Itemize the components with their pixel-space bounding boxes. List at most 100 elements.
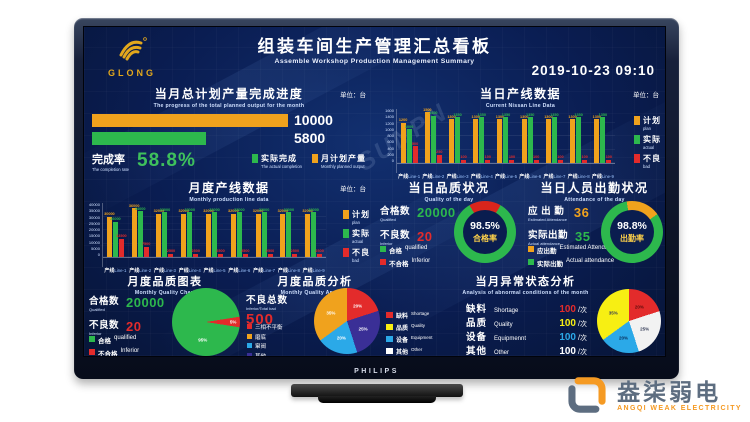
bar-plan: 1300 [593,115,601,163]
bar-group: 1300 1350 100 产线Line-4 [470,109,494,180]
bar-value-label: 32000 [277,209,289,214]
legend-item: 不合格 Inferior [89,348,139,356]
bar-bad: 2500 [167,249,175,257]
bar-bad: 100 [606,155,612,163]
attendance-stats: 应 出 勤 Estimated Attendance 36 实际出勤 Actual at… [528,203,590,251]
bar-actual: 33000 [308,208,319,257]
legend-label: 窜阀 [255,344,267,350]
legend-sublabel: Shortage [411,311,430,316]
bar-bad: 7500 [142,242,150,257]
panel-title: 当月总计划产量完成进度 [154,87,304,101]
progress-legend: 实际完成 The actual completion 月计划产量 Monthly pl… [252,153,366,172]
actual-bar [92,131,206,145]
bar-value-label: 1350 [477,112,486,117]
legend-swatch [247,352,252,356]
panel-title: 当日产线数据 [479,87,561,101]
legend-label: 实际 [352,229,370,238]
panel-subtitle: Quality of the day [424,197,474,203]
legend-sublabel: bad [352,258,359,263]
bar-value-label: 33000 [234,207,245,212]
rate-sublabel: The completion rate [92,166,130,172]
legend-swatch [252,154,259,163]
bar-value-label: 32000 [228,209,239,214]
donut-center: 98.8% 出勤率 [610,210,654,254]
legend-label: 其他 [255,353,267,357]
bar-value-label: 33000 [283,207,295,212]
rate-value: 58.8% [137,150,196,171]
bar-actual: 1350 [478,113,486,163]
bar-bad: 2500 [291,249,299,257]
stat-sublabel: Inferior/Total bad [246,306,276,311]
legend-text: 其他 Other [396,347,422,356]
quality-donut: 98.5% 合格率 [454,201,516,263]
panel-title: 当日品质状况 [408,181,490,195]
bar-value-label: 1300 [519,114,529,119]
bar-value-label: 32000 [153,209,165,214]
y-tick-label: 600 [387,139,394,145]
bar-plan: 32000 [278,209,288,257]
legend-item: 实际 actual [343,228,370,244]
x-axis-label: 产线Line-4 [178,268,201,274]
bar-actual: 33000 [160,208,170,257]
bar-value-label: 100 [605,155,613,160]
bar-bad: 2500 [315,249,324,257]
bar-value-label: 1000 [404,124,414,129]
bar-value-label: 1200 [398,118,408,122]
y-axis: 40000 35000 30000 25000 20000 15000 10000 5000 0 [88,203,102,257]
bar-value-label: 1350 [550,112,559,117]
stat-label: 应 出 勤 [528,206,565,217]
panel-monthly-quality-analysis: 月度品质分析 Monthly Quality Analysis 不良总数 Inf… [244,273,386,357]
stat-row: 合格数 Qualified 20000 [380,203,456,222]
legend-sublabel: qualified [405,245,428,251]
legend-label: 合格 [98,338,111,345]
bar-value-label: 33000 [159,207,171,212]
legend-label: 不良 [352,248,370,257]
daily-chart-legend: 计划 plan 实际 actual 不良 bad [634,115,661,172]
bar-value-label: 1500 [423,107,432,112]
legend-swatch [634,116,640,125]
completion-rate: 完成率 The completion rate 58.8% [92,150,196,172]
bar-value-label: 2500 [191,249,200,254]
bar-plan: 1200 [399,118,407,163]
bar-value-label: 1300 [447,114,456,119]
bar-bad: 13500 [116,234,127,257]
page-subtitle: Assemble Workshop Production Management … [274,58,475,65]
legend-swatch [386,312,393,318]
quality-stats: 合格数 Qualified 20000 不良数 Inferior 20 [380,203,456,251]
y-tick-label: 400 [387,145,394,151]
monthly-bar-chart: 40000 35000 30000 25000 20000 15000 10000 5000 0… [88,203,326,274]
legend-text: 计划 plan [643,115,661,131]
legend-text: 实际 actual [643,134,661,150]
stat-value: 500 [246,311,275,328]
panel-monthly-line-data: 月度产线数据 Monthly production line data 单位：台… [86,179,372,274]
x-axis-label: 产线Line-2 [129,268,152,274]
analysis-legend: 三相不平衡 磨底 窜阀 其他 [247,323,283,357]
dashboard-header: 组装车间生产管理汇总看板 Assemble Workshop Productio… [194,32,555,65]
y-tick-label: 1200 [385,120,394,126]
legend-label: 应出勤 [537,248,557,255]
bar-plan: 32000 [203,209,214,257]
bar-value-label: 1300 [471,114,480,119]
bar-plan: 32000 [178,209,189,257]
legend-sublabel: Equipment [411,335,433,340]
bar-actual: 1350 [550,113,559,163]
legend-text: 磨底 [255,333,266,341]
abnormal-label: 其他 [466,346,488,357]
legend-item: 实际完成 The actual completion [252,153,302,169]
stat-value: 35 [575,229,591,244]
legend-sublabel: Other [411,347,423,352]
tv-brand-label: PHILIPS [354,368,399,375]
bar-actual: 34000 [135,207,145,257]
abnormal-row: 设备 Equipmennt 100/次 [466,329,602,343]
pie-slice-label: 5% [229,319,237,325]
legend-sublabel: actual [352,239,364,244]
legend-label: 实际完成 [261,154,298,163]
x-axis-label: 产线Line-6 [228,268,251,274]
panel-subtitle: Attendance of the day [564,197,625,203]
legend-label: 其他 [396,350,409,356]
stat-sublabel: Inferior [380,241,393,246]
bar-bad: 250 [436,150,443,163]
stat-row: 实际出勤 Actual attendance 35 [528,227,590,246]
panel-monthly-progress: 当月总计划产量完成进度 The progress of the total pl… [86,85,372,177]
legend-swatch [247,333,252,339]
